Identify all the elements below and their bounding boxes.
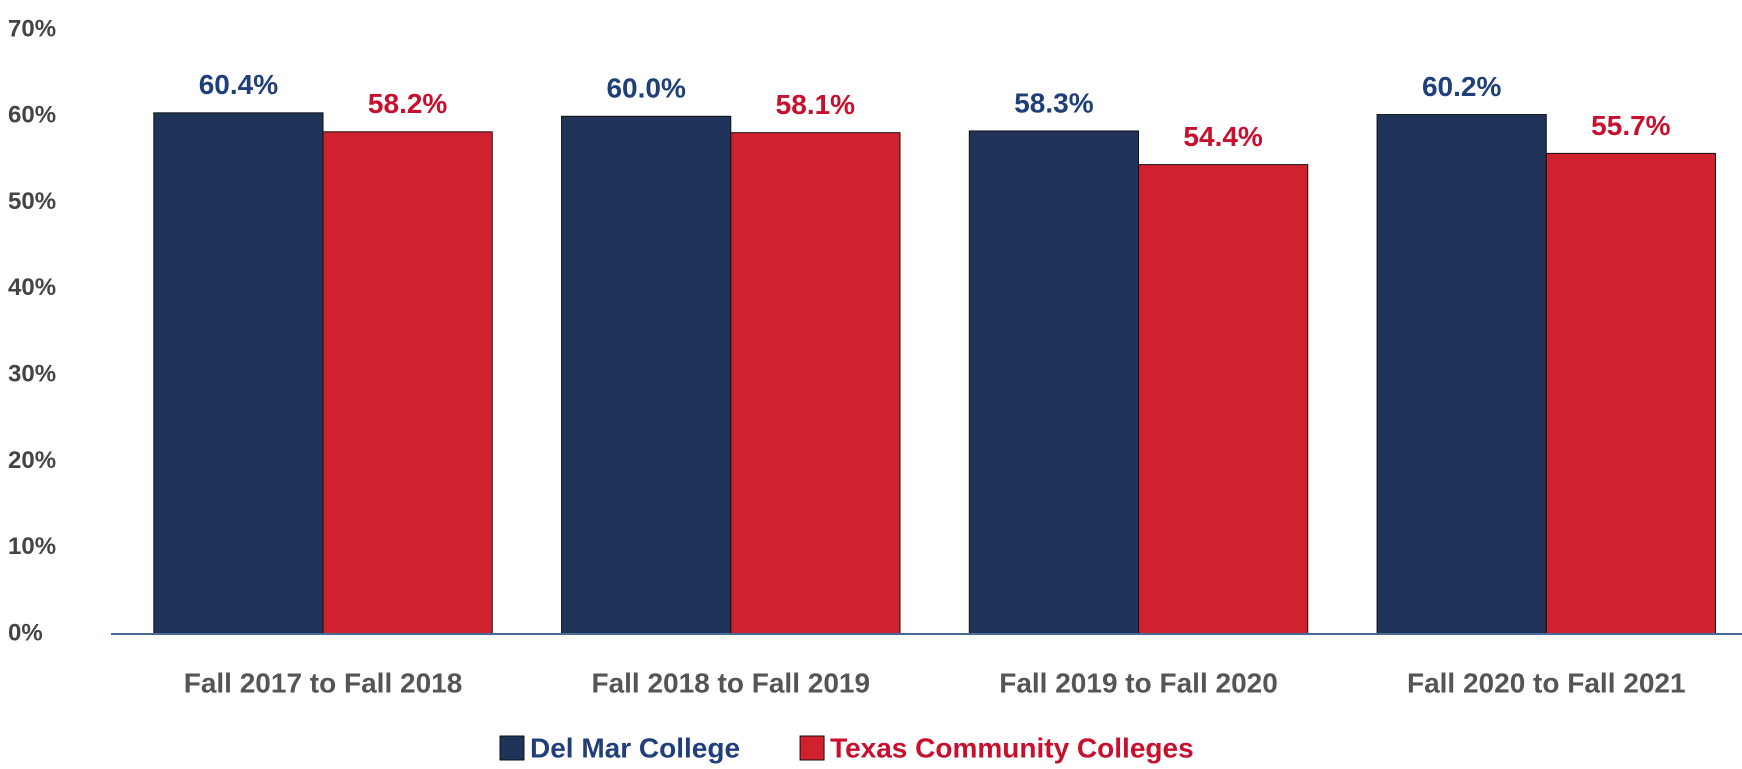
legend-label: Del Mar College bbox=[530, 732, 740, 763]
data-label: 60.4% bbox=[199, 69, 278, 100]
y-tick-label: 70% bbox=[8, 15, 56, 42]
legend-label: Texas Community Colleges bbox=[830, 732, 1194, 763]
data-label: 58.3% bbox=[1014, 87, 1093, 118]
bar bbox=[1545, 152, 1716, 635]
data-label: 55.7% bbox=[1591, 110, 1670, 141]
bar bbox=[561, 115, 732, 635]
y-tick-label: 60% bbox=[8, 102, 56, 129]
data-label: 60.0% bbox=[606, 73, 685, 104]
bar bbox=[322, 131, 493, 635]
bar bbox=[968, 130, 1140, 635]
x-tick-label: Fall 2017 to Fall 2018 bbox=[184, 667, 463, 698]
data-label: 60.2% bbox=[1422, 71, 1501, 102]
data-label: 54.4% bbox=[1183, 121, 1262, 152]
bar bbox=[1376, 114, 1547, 635]
bar bbox=[730, 132, 901, 635]
x-tick-label: Fall 2019 to Fall 2020 bbox=[999, 667, 1278, 698]
y-tick-label: 10% bbox=[8, 533, 56, 560]
y-tick-label: 0% bbox=[8, 619, 43, 646]
y-tick-label: 20% bbox=[8, 447, 56, 474]
bar bbox=[153, 112, 324, 635]
x-tick-label: Fall 2018 to Fall 2019 bbox=[591, 667, 870, 698]
legend-swatch bbox=[499, 735, 525, 761]
x-tick-label: Fall 2020 to Fall 2021 bbox=[1407, 667, 1686, 698]
y-tick-label: 40% bbox=[8, 274, 56, 301]
legend-swatch bbox=[799, 735, 825, 761]
bar bbox=[1138, 164, 1309, 635]
data-label: 58.2% bbox=[368, 88, 447, 119]
data-label: 58.1% bbox=[776, 89, 855, 120]
y-tick-label: 50% bbox=[8, 188, 56, 215]
y-tick-label: 30% bbox=[8, 360, 56, 387]
